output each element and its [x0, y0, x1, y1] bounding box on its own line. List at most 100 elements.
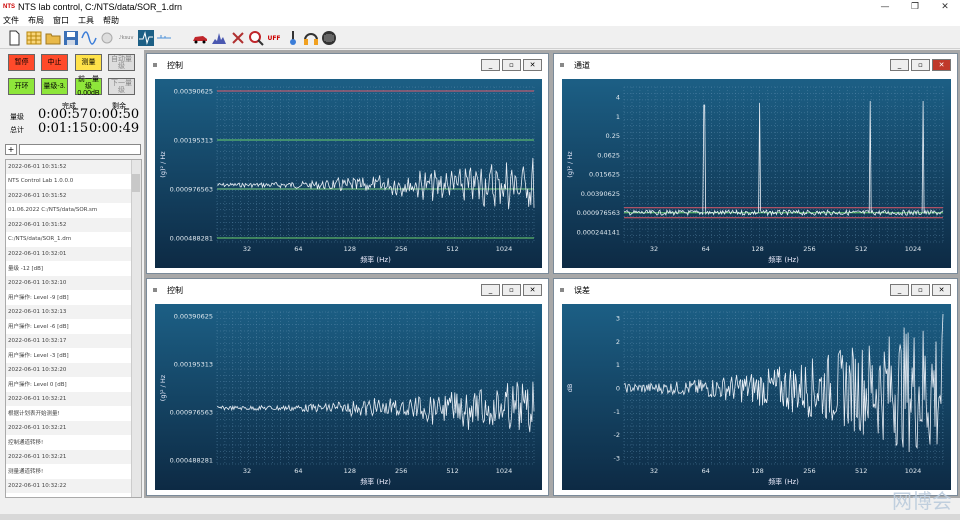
panel-title: 误差: [574, 285, 590, 295]
panel-close-button[interactable]: ✕: [932, 59, 951, 71]
plot-error[interactable]: 3 2 1 0 -1 -2 -3 32 64 128 256 512 1024 频率 (Hz) dB: [562, 304, 951, 490]
menu-tools[interactable]: 工具: [78, 15, 94, 25]
tools-icon[interactable]: [230, 30, 246, 46]
log-entry[interactable]: 2022-06-01 10:32:10: [6, 276, 141, 291]
panel-error: 误差 _ ▫ ✕ 3 2 1 0 -1 -2 -3 32 64 128 256 512 1024 频率 (Hz…: [553, 278, 958, 496]
log-scroll-thumb[interactable]: [132, 174, 140, 192]
expand-button[interactable]: +: [5, 144, 17, 155]
log-entry[interactable]: C:/NTS/data/SOR_1.drn: [6, 233, 141, 247]
start-button[interactable]: 开环: [8, 78, 35, 95]
window-title: NTS lab control, C:/NTS/data/SOR_1.drn: [18, 2, 183, 12]
log-entry[interactable]: 01.06.2022 C:/NTS/data/SOR.sm: [6, 204, 141, 218]
panel-restore-button[interactable]: ▫: [502, 284, 521, 296]
level-button[interactable]: 量级-3.: [41, 78, 68, 95]
panel-minimize-button[interactable]: _: [890, 284, 909, 296]
thermometer-icon[interactable]: [285, 30, 301, 46]
headphones-icon[interactable]: [303, 30, 319, 46]
panel-menu-icon[interactable]: [153, 288, 157, 292]
log-entry[interactable]: 用户操作: Level -9 [dB]: [6, 291, 141, 305]
y-tick-label: 0.25: [606, 132, 620, 140]
pulse-icon[interactable]: [138, 30, 154, 46]
panel-restore-button[interactable]: ▫: [502, 59, 521, 71]
log-entry[interactable]: 测量通道转移!: [6, 465, 141, 479]
title-bar: NTS NTS lab control, C:/NTS/data/SOR_1.d…: [0, 0, 960, 14]
total-remain-time: 0:00:49: [89, 121, 140, 136]
x-tick-label: 1024: [905, 467, 922, 475]
sine-icon[interactable]: [81, 30, 97, 46]
panel-close-button[interactable]: ✕: [523, 59, 542, 71]
uff-icon[interactable]: UFF: [267, 34, 281, 42]
car-icon[interactable]: [192, 30, 208, 46]
log-entry[interactable]: 2022-06-01 10:32:20: [6, 363, 141, 378]
save-icon[interactable]: [63, 30, 79, 46]
panel-title: 控制: [167, 60, 183, 70]
log-entry[interactable]: 2022-06-01 10:31:52: [6, 218, 141, 233]
x-tick-label: 512: [855, 245, 867, 253]
log-scrollbar[interactable]: [131, 160, 141, 497]
log-entry[interactable]: 2022-06-01 10:31:52: [6, 189, 141, 204]
y-tick-label: 2: [616, 338, 620, 346]
panel-close-button[interactable]: ✕: [932, 284, 951, 296]
log-entry[interactable]: NTS Control Lab 1.0.0.0: [6, 175, 141, 189]
menu-file[interactable]: 文件: [3, 15, 19, 25]
panel-menu-icon[interactable]: [560, 288, 564, 292]
log-entry[interactable]: 用户操作: Level 0 [dB]: [6, 378, 141, 392]
prev-level-button[interactable]: 前一量级 0.00dB: [75, 76, 102, 97]
log-entry[interactable]: 用户操作: Level -6 [dB]: [6, 320, 141, 334]
plot-channel[interactable]: 4 1 0.25 0.0625 0.015625 0.00390625 0.00097656…: [562, 79, 951, 268]
next-level-button[interactable]: 下一量级: [108, 78, 135, 95]
prev-level-value: 0.00dB: [77, 90, 100, 97]
ruler-icon[interactable]: [156, 30, 172, 46]
log-entry[interactable]: 2022-06-01 10:32:13: [6, 305, 141, 320]
log-entry[interactable]: 用户操作: Level -3 [dB]: [6, 349, 141, 363]
spectrum-icon[interactable]: [211, 30, 227, 46]
panel-restore-button[interactable]: ▫: [911, 284, 930, 296]
new-doc-icon[interactable]: [6, 30, 22, 46]
y-tick-label: 0.000976563: [170, 186, 213, 194]
panel-close-button[interactable]: ✕: [523, 284, 542, 296]
y-tick-label: 0.00195313: [174, 361, 213, 369]
y-tick-label: -2: [614, 431, 620, 439]
grid-icon[interactable]: [26, 30, 42, 46]
log-entry[interactable]: 2022-06-01 10:32:17: [6, 334, 141, 349]
menu-bar: 文件 布局 窗口 工具 帮助: [0, 14, 960, 26]
plot-control-top[interactable]: 0.00390625 0.00195313 0.000976563 0.0004882…: [155, 79, 542, 268]
log-entry[interactable]: 2022-06-01 10:32:01: [6, 247, 141, 262]
sweep-icon[interactable]: ♪ksuv: [118, 35, 134, 41]
log-entry[interactable]: 根据计划表开始测量!: [6, 407, 141, 421]
log-entry[interactable]: 量级 -12 [dB]: [6, 262, 141, 276]
plot-control-bottom[interactable]: 0.00390625 0.00195313 0.000976563 0.0004882…: [155, 304, 542, 490]
pause-button[interactable]: 暂停: [8, 54, 35, 71]
message-input[interactable]: [19, 144, 141, 155]
tape-icon[interactable]: [321, 30, 337, 46]
log-entry[interactable]: 2022-06-01 10:32:21: [6, 421, 141, 436]
panel-minimize-button[interactable]: _: [481, 59, 500, 71]
y-tick-label: 0.00390625: [174, 88, 213, 96]
close-button[interactable]: ✕: [941, 2, 949, 12]
x-tick-label: 1024: [496, 467, 513, 475]
auto-level-button[interactable]: 自动量级: [108, 54, 135, 71]
folder-open-icon[interactable]: [45, 30, 61, 46]
minimize-button[interactable]: —: [880, 2, 890, 12]
response-trace: [623, 100, 944, 217]
log-entry[interactable]: 控制通道转移!: [6, 436, 141, 450]
log-entry[interactable]: 2022-06-01 10:32:21: [6, 450, 141, 465]
x-tick-label: 1024: [496, 245, 513, 253]
log-entry[interactable]: 2022-06-01 10:31:52: [6, 160, 141, 175]
panel-minimize-button[interactable]: _: [890, 59, 909, 71]
measure-button[interactable]: 测量: [75, 54, 102, 71]
panel-control-bottom: 控制 _ ▫ ✕ 0.00390625 0.00195313 0.000976563 0.…: [146, 278, 549, 496]
zoom-icon[interactable]: [248, 30, 264, 46]
maximize-button[interactable]: ❐: [910, 2, 920, 12]
menu-help[interactable]: 帮助: [103, 15, 119, 25]
abort-button[interactable]: 中止: [41, 54, 68, 71]
menu-layout[interactable]: 布局: [28, 15, 44, 25]
log-entry[interactable]: 2022-06-01 10:32:22: [6, 479, 141, 494]
panel-minimize-button[interactable]: _: [481, 284, 500, 296]
panel-menu-icon[interactable]: [560, 63, 564, 67]
panel-restore-button[interactable]: ▫: [911, 59, 930, 71]
panel-menu-icon[interactable]: [153, 63, 157, 67]
settings-icon[interactable]: [99, 30, 115, 46]
log-entry[interactable]: 2022-06-01 10:32:21: [6, 392, 141, 407]
menu-window[interactable]: 窗口: [53, 15, 69, 25]
